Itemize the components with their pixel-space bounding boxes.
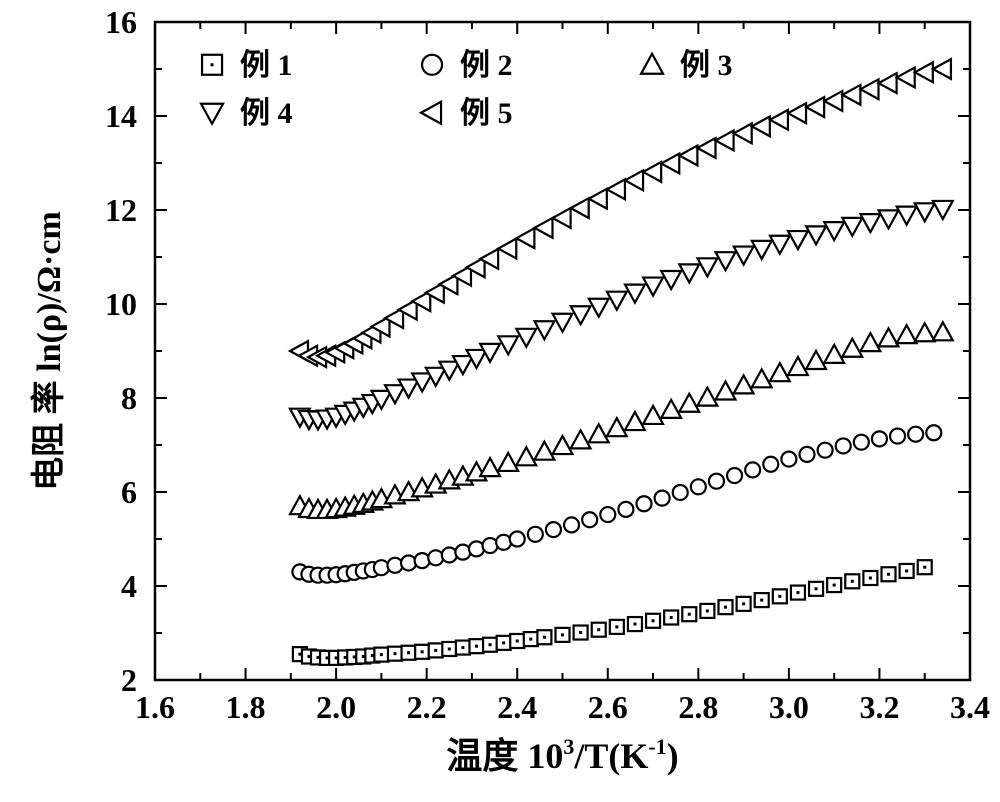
x-tick-label: 2.2	[407, 689, 447, 725]
legend-label: 例 3	[680, 49, 733, 82]
chart-svg: 1.6 1.8 2.0 2.2 2.4 2.6 2.8 3.0 3.2 3.4 2 4 6 8 10 12 14…	[0, 0, 1000, 802]
x-tick-label: 3.4	[950, 689, 990, 725]
y-axis-label: 电阻 率 ln(ρ)/Ω·cm	[30, 211, 68, 491]
x-tick-label: 2.8	[678, 689, 718, 725]
legend-label: 例 4	[240, 97, 292, 130]
x-axis-label: 温度 103/T(K-1)	[446, 734, 678, 776]
legend-label: 例 2	[460, 49, 513, 82]
x-tick-label: 3.2	[859, 689, 899, 725]
y-tick-label: 14	[105, 98, 137, 134]
x-tick-label: 2.4	[497, 689, 537, 725]
y-tick-label: 2	[121, 662, 137, 698]
x-tick-label: 2.0	[316, 689, 356, 725]
legend-label: 例 5	[460, 97, 513, 130]
y-tick-label: 6	[121, 474, 137, 510]
x-tick-label: 1.6	[135, 689, 175, 725]
y-tick-label: 10	[105, 286, 137, 322]
y-tick-label: 8	[121, 380, 137, 416]
resistivity-chart: 1.6 1.8 2.0 2.2 2.4 2.6 2.8 3.0 3.2 3.4 2 4 6 8 10 12 14…	[0, 0, 1000, 802]
y-tick-label: 16	[105, 4, 137, 40]
y-tick-label: 12	[105, 192, 137, 228]
legend-label: 例 1	[240, 49, 292, 82]
x-tick-label: 1.8	[226, 689, 266, 725]
x-tick-label: 3.0	[769, 689, 809, 725]
x-tick-label: 2.6	[588, 689, 628, 725]
y-tick-label: 4	[121, 568, 137, 604]
